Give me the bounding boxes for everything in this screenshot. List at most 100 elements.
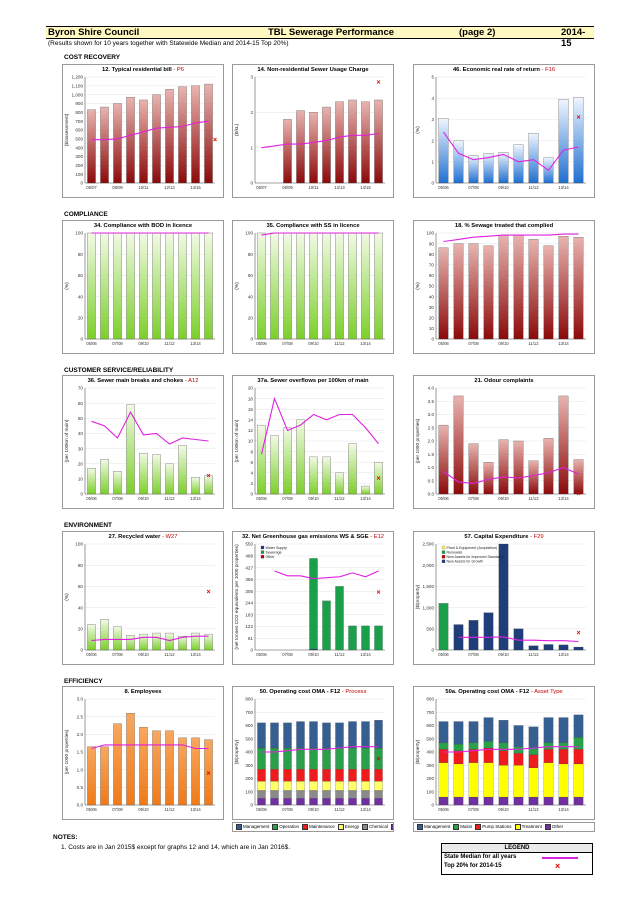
stacked-segment	[468, 721, 479, 743]
median-line	[261, 746, 379, 753]
y-tick-label: 0	[80, 492, 83, 497]
legend-label: Treatment	[521, 824, 542, 829]
chart-svg: 0 61 122 183 244 305 366 427 488 550 (net tonnes C…	[234, 542, 385, 657]
stacked-segment	[361, 781, 370, 791]
legend-label: Chemical	[369, 824, 388, 829]
stacked-segment	[498, 543, 509, 651]
x-tick-label: 05/06	[256, 807, 267, 812]
y-tick-label: 200	[75, 163, 83, 168]
stacked-segment	[483, 612, 494, 651]
x-tick-label: 05/06	[256, 496, 267, 501]
section-cost-recovery: COST RECOVERY	[64, 54, 121, 61]
bar	[204, 83, 213, 184]
chart-title-text: 18. % Sewage treated that complied	[454, 223, 554, 229]
stacked-segment	[270, 790, 279, 799]
stacked-segment	[513, 725, 524, 747]
legend-swatch	[441, 559, 446, 563]
legend-top20-label: Top 20% for 2014-15	[444, 863, 502, 869]
y-tick-label: 600	[245, 723, 253, 728]
stacked-segment	[573, 646, 584, 651]
bar	[348, 232, 357, 340]
y-axis-label: (per 100km of main)	[64, 419, 70, 462]
bar	[361, 232, 370, 340]
chart-svg: 0.0 0.5 1.0 1.5 2.0 2.5 3.0 3.5 4.0 (per 1000 pro…	[415, 386, 586, 501]
y-tick-label: 3.0	[77, 697, 84, 702]
y-axis-label: ($/assessment)	[64, 113, 70, 146]
y-tick-label: 300	[426, 763, 434, 768]
stacked-segment	[543, 717, 554, 743]
x-tick-label: 07/08	[468, 652, 479, 657]
x-tick-label: 14/15	[360, 185, 371, 190]
y-axis-label: ($/property)	[415, 584, 421, 609]
stacked-segment	[283, 769, 292, 782]
chart-title: 34. Compliance with BOD in licence	[63, 223, 223, 229]
bar	[348, 99, 357, 184]
median-line	[443, 466, 579, 484]
stacked-segment	[296, 769, 305, 782]
notes-item: 1. Costs are in Jan 2015$ except for gra…	[61, 844, 291, 851]
x-tick-label: 09/10	[138, 341, 149, 346]
top20-marker: ×	[206, 473, 210, 480]
x-tick-label: 13/14	[558, 652, 569, 657]
y-tick-label: 40	[248, 294, 254, 299]
stacked-segment	[309, 747, 318, 770]
legend-label: Energy	[344, 824, 360, 829]
y-axis-label: (%)	[64, 593, 70, 601]
y-tick-label: 0.5	[77, 785, 84, 790]
legend-label: Other	[551, 824, 564, 829]
chart-title: 12. Typical residential bill - P6	[63, 67, 223, 73]
chart-svg: 0 20 40 60 80 100 (%) 05/06 07/08 09/10 11/12 13/14	[234, 231, 385, 346]
y-tick-label: 2.5	[428, 425, 435, 430]
bar	[87, 624, 96, 651]
bar	[558, 236, 569, 340]
chart-title-suffix: - W27	[160, 534, 178, 540]
x-tick-label: 11/12	[164, 807, 175, 812]
bar	[543, 438, 554, 495]
stacked-segment	[558, 742, 569, 750]
stacked-segment	[453, 743, 464, 751]
legend-label: New Assets for Improved Standards	[447, 555, 505, 559]
legend-swatch	[337, 823, 344, 830]
y-tick-label: 0	[431, 337, 434, 342]
stacked-segment	[296, 781, 305, 791]
y-axis-label: (per 1000 properties)	[415, 418, 421, 463]
chart-title-suffix: - E12	[368, 534, 385, 540]
y-tick-label: 305	[245, 589, 253, 594]
y-tick-label: 0	[250, 181, 253, 186]
bar	[126, 712, 135, 806]
median-line	[91, 411, 209, 445]
bar	[283, 119, 292, 184]
bar	[335, 472, 344, 495]
legend-swatch	[514, 823, 521, 830]
legend-swatch	[441, 550, 446, 554]
chart-panel-c21: 21. Odour complaints 0.0 0.5 1.0 1.5 2.0 2.5 3.…	[413, 375, 595, 509]
y-tick-label: 70	[78, 386, 84, 391]
chart-title: 57. Capital Expenditure - F29	[414, 534, 594, 540]
top20-marker: ×	[376, 80, 380, 87]
stacked-segment	[270, 722, 279, 749]
stacked-segment	[283, 781, 292, 791]
x-tick-label: 05/06	[438, 652, 449, 657]
x-tick-label: 13/14	[190, 496, 201, 501]
x-tick-label: 13/14	[360, 496, 371, 501]
stacked-segment	[483, 741, 494, 749]
y-tick-label: 18	[248, 396, 254, 401]
bar	[573, 96, 584, 184]
bar	[361, 485, 370, 495]
chart-title-text: 14. Non-residential Sewer Usage Charge	[257, 67, 369, 73]
chart-svg: 0 1 2 3 ($/kL) 06/07 08/09 10/11 12/13 14/15 ×	[234, 75, 385, 190]
bar	[139, 99, 148, 184]
stacked-segment	[296, 798, 305, 806]
y-tick-label: 600	[426, 723, 434, 728]
stacked-segment	[283, 722, 292, 749]
median-line-swatch	[542, 857, 578, 859]
stacked-segment	[543, 762, 554, 798]
stacked-segment	[322, 769, 331, 782]
y-tick-label: 90	[429, 241, 435, 246]
chart-title: 18. % Sewage treated that complied	[414, 223, 594, 229]
bar	[204, 633, 213, 651]
y-tick-label: 800	[75, 110, 83, 115]
x-tick-label: 13/14	[190, 807, 201, 812]
y-tick-label: 100	[245, 231, 253, 236]
x-tick-label: 09/10	[498, 652, 509, 657]
